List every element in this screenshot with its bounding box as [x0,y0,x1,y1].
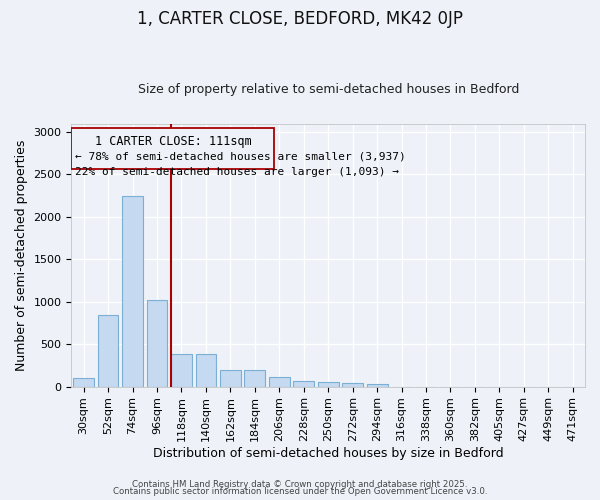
Y-axis label: Number of semi-detached properties: Number of semi-detached properties [15,140,28,371]
Bar [73,378,94,386]
Bar [122,196,143,386]
Text: Contains HM Land Registry data © Crown copyright and database right 2025.: Contains HM Land Registry data © Crown c… [132,480,468,489]
Text: 1, CARTER CLOSE, BEDFORD, MK42 0JP: 1, CARTER CLOSE, BEDFORD, MK42 0JP [137,10,463,28]
Bar [171,354,192,386]
Text: 22% of semi-detached houses are larger (1,093) →: 22% of semi-detached houses are larger (… [75,167,399,177]
Bar [367,384,388,386]
Bar [293,381,314,386]
Bar [269,378,290,386]
Bar [318,382,338,386]
Bar [244,370,265,386]
FancyBboxPatch shape [71,128,274,170]
X-axis label: Distribution of semi-detached houses by size in Bedford: Distribution of semi-detached houses by … [153,447,503,460]
Text: ← 78% of semi-detached houses are smaller (3,937): ← 78% of semi-detached houses are smalle… [75,152,406,162]
Bar [196,354,217,386]
Bar [342,383,363,386]
Text: Contains public sector information licensed under the Open Government Licence v3: Contains public sector information licen… [113,487,487,496]
Title: Size of property relative to semi-detached houses in Bedford: Size of property relative to semi-detach… [137,83,519,96]
Bar [146,300,167,386]
Bar [220,370,241,386]
Text: 1 CARTER CLOSE: 111sqm: 1 CARTER CLOSE: 111sqm [95,134,251,147]
Bar [98,316,118,386]
